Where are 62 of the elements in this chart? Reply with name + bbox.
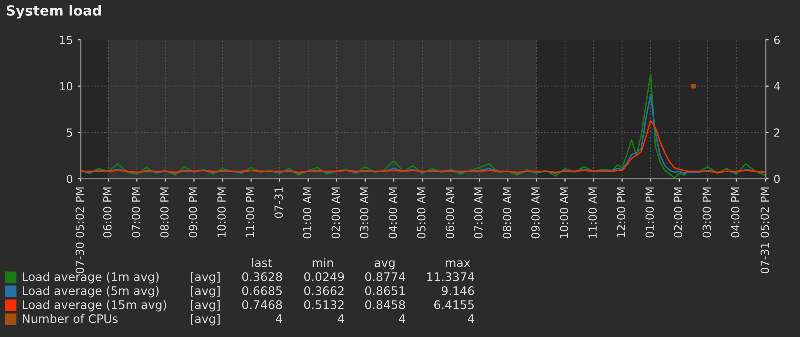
text: last [252, 258, 272, 268]
text: 0.8651 [365, 286, 405, 296]
text: avg [374, 260, 395, 270]
x-tick-label: 11:00 PM [246, 188, 255, 238]
x-tick-label: 08:00 PM [160, 188, 169, 238]
y2-tick-label: 4 [774, 82, 780, 91]
text: 4 [276, 314, 282, 324]
x-tick-label: 07-31 [274, 188, 284, 218]
text: 11.3374 [427, 272, 474, 282]
x-tick-label: 01:00 AM [303, 188, 312, 239]
text: 0.7468 [242, 300, 282, 310]
x-tick-label: 03:00 PM [702, 188, 712, 238]
x-tick-label: 12:00 PM [617, 188, 626, 238]
text: min [312, 258, 334, 268]
text: 4 [399, 314, 406, 324]
text: 0.8774 [365, 272, 406, 282]
y2-tick-label: 6 [774, 36, 780, 44]
x-tick-label: 10:00 AM [560, 188, 568, 238]
x-tick-label: 09:00 AM [532, 188, 540, 239]
x-tick-label: 07:00 PM [132, 188, 140, 238]
text: max [446, 260, 470, 268]
y-tick-label: 10 [60, 82, 73, 91]
text: 9.146 [442, 286, 474, 296]
x-tick-label: 01:00 PM [646, 188, 654, 238]
x-tick-label: 10:00 PM [218, 188, 226, 238]
x-tick-label: 09:00 PM [189, 188, 198, 238]
x-tick-label: 02:00 PM [674, 188, 683, 238]
text: [avg] [191, 300, 220, 312]
x-tick-label: 07-30 05:02 PM [76, 188, 84, 274]
y-tick-label: 15 [60, 36, 72, 44]
y-tick-label: 5 [67, 128, 72, 138]
legend-label: Load average (15m avg) [23, 300, 166, 312]
x-tick-label: 04:00 AM [388, 188, 398, 239]
x-tick-label: 08:00 AM [502, 188, 512, 239]
legend-label: Number of CPUs [23, 314, 118, 324]
text: 4 [468, 314, 474, 324]
x-tick-label: 07:00 AM [474, 188, 483, 239]
x-tick-label: 04:00 PM [731, 188, 740, 238]
text: 0.0249 [304, 272, 344, 282]
x-tick-label: 02:00 AM [332, 188, 340, 239]
legend-label: Load average (1m avg) [23, 272, 159, 284]
text: 0.5132 [304, 300, 344, 310]
x-tick-label: 03:00 AM [360, 188, 369, 239]
text: [avg] [191, 272, 220, 284]
text: 0.6685 [242, 286, 282, 296]
text: 4 [338, 314, 344, 324]
x-tick-label: 05:00 AM [417, 188, 426, 239]
x-tick-label: 11:00 AM [588, 188, 598, 238]
text: 6.4155 [434, 300, 474, 310]
chart-title: System load [6, 5, 102, 19]
text: [avg] [191, 314, 220, 326]
x-tick-label: 06:00 AM [446, 188, 454, 239]
y2-tick-label: 0 [774, 174, 780, 184]
x-tick-label: 06:00 PM [103, 188, 112, 238]
text: 0.3662 [304, 286, 344, 296]
x-tick-label: 07-31 05:02 PM [760, 188, 770, 274]
legend-label: Load average (5m avg) [23, 286, 159, 298]
y-tick-label: 0 [67, 174, 73, 184]
text: 0.8458 [365, 300, 406, 310]
text: 0.3628 [242, 272, 282, 282]
y2-tick-label: 2 [774, 128, 780, 137]
text: [avg] [191, 286, 220, 298]
